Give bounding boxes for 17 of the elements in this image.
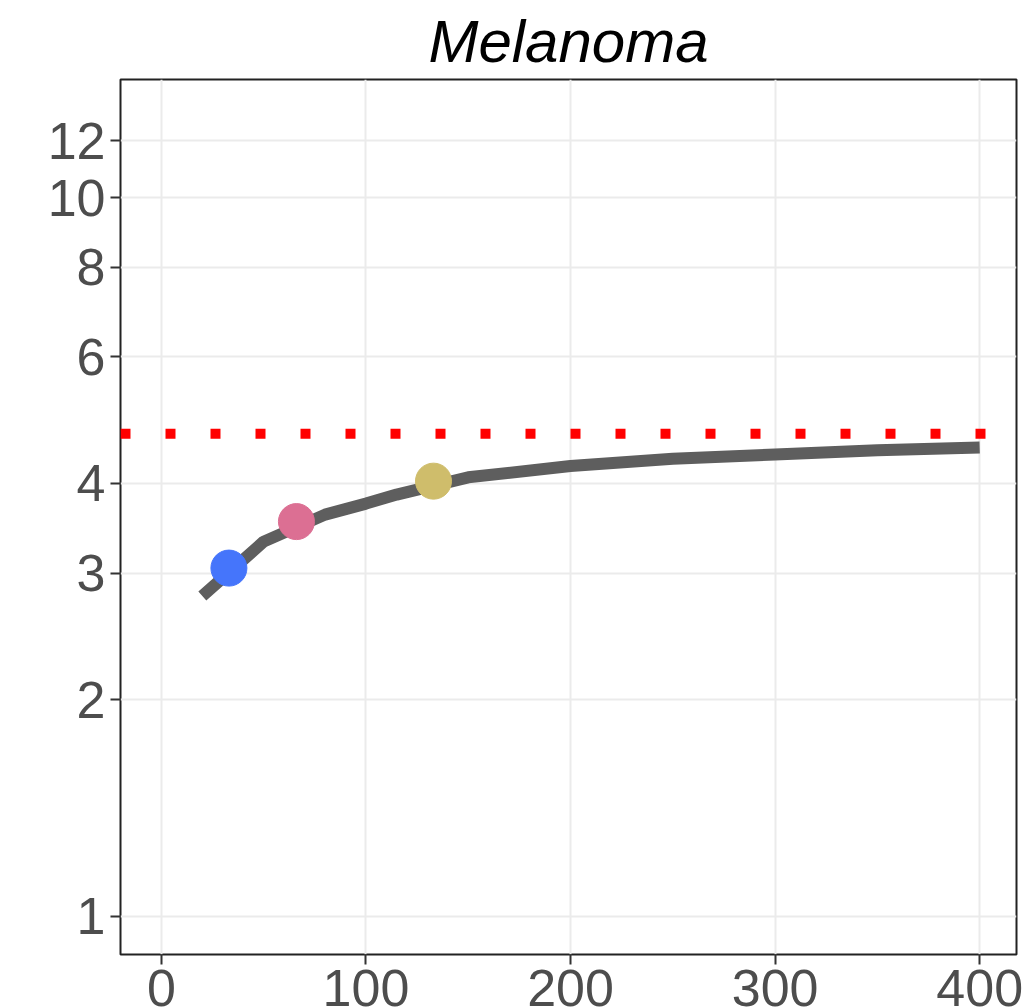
y-tick-label: 2: [76, 670, 106, 729]
chart-title: Melanoma: [428, 7, 709, 75]
y-tick-label: 1: [76, 887, 106, 946]
y-tick-label: 6: [76, 327, 106, 386]
x-tick-label: 400: [936, 958, 1024, 1008]
x-tick-label: 300: [731, 958, 819, 1008]
y-tick-label: 10: [47, 168, 106, 227]
y-tick-label: 3: [76, 544, 106, 603]
x-tick-label: 0: [146, 958, 176, 1008]
x-tick-label: 200: [527, 958, 614, 1008]
point: [414, 462, 452, 500]
y-tick-label: 4: [76, 454, 106, 513]
x-tick-label: 100: [322, 958, 410, 1008]
point: [277, 503, 315, 541]
y-tick-label: 12: [47, 111, 106, 170]
y-tick-label: 8: [76, 238, 106, 297]
point: [210, 549, 248, 587]
